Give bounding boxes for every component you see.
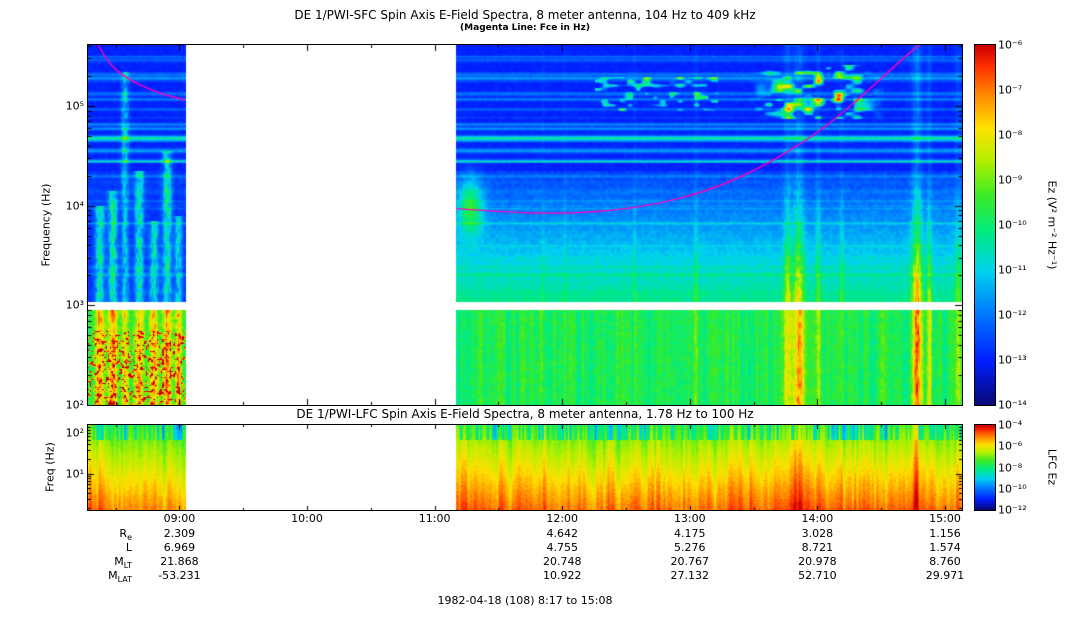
- sfc-colorbar-label: Ez (V² m⁻² Hz⁻¹): [1045, 180, 1059, 270]
- sfc-colorbar-tick-label: 10⁻⁷: [998, 83, 1023, 97]
- lfc-spectrogram-panel: [87, 424, 963, 511]
- sfc-title: DE 1/PWI-SFC Spin Axis E-Field Spectra, …: [294, 8, 756, 22]
- ephemeris-value: 6.969: [163, 541, 196, 554]
- ephemeris-value: 52.710: [798, 569, 837, 582]
- ephemeris-value: 2.309: [163, 527, 196, 540]
- x-axis-tick-label: 15:00: [929, 512, 961, 525]
- lfc-colorbar-tick-label: 10⁻¹²: [998, 503, 1027, 517]
- lfc-y-tick-label: 10¹: [65, 467, 84, 481]
- sfc-y-axis-label: Frequency (Hz): [39, 183, 53, 267]
- ephemeris-value: 20.748: [542, 555, 582, 568]
- lfc-colorbar-tick-label: 10⁻⁶: [998, 439, 1023, 453]
- ephemeris-value: 1.574: [929, 541, 961, 554]
- lfc-colorbar-tick-label: 10⁻¹⁰: [998, 482, 1027, 496]
- ephemeris-value: 3.028: [801, 527, 834, 540]
- lfc-title: DE 1/PWI-LFC Spin Axis E-Field Spectra, …: [296, 407, 754, 421]
- lfc-colorbar-tick-label: 10⁻⁴: [998, 418, 1023, 432]
- ephemeris-value: 4.642: [546, 527, 578, 540]
- ephemeris-row-label: Re: [119, 527, 132, 543]
- ephemeris-value: 4.755: [546, 541, 578, 554]
- x-axis-tick-label: 11:00: [418, 512, 451, 525]
- ephemeris-value: 21.868: [160, 555, 199, 568]
- sfc-colorbar-tick-label: 10⁻¹³: [998, 353, 1027, 367]
- x-axis-tick-label: 10:00: [291, 512, 323, 525]
- ephemeris-value: 4.175: [674, 527, 706, 540]
- ephemeris-value: 27.132: [670, 569, 710, 582]
- ephemeris-row-label: L: [125, 541, 132, 554]
- ephemeris-value: 8.721: [801, 541, 834, 554]
- lfc-colorbar: [974, 424, 996, 511]
- lfc-spectrogram-canvas: [88, 425, 962, 510]
- sfc-y-tick-label: 10⁴: [65, 199, 84, 213]
- date-range-caption: 1982-04-18 (108) 8:17 to 15:08: [437, 594, 613, 607]
- ephemeris-value: -53.231: [158, 569, 201, 582]
- ephemeris-row-label: MLAT: [108, 569, 132, 585]
- ephemeris-value: 5.276: [674, 541, 706, 554]
- ephemeris-value: 29.971: [925, 569, 965, 582]
- sfc-colorbar-tick-label: 10⁻⁶: [998, 38, 1023, 52]
- x-axis-tick-label: 09:00: [163, 512, 196, 525]
- sfc-y-tick-label: 10⁵: [65, 99, 84, 113]
- lfc-colorbar-label: LFC Ez: [1045, 448, 1059, 486]
- sfc-colorbar-tick-label: 10⁻¹⁰: [998, 218, 1027, 232]
- sfc-y-tick-label: 10²: [65, 398, 84, 412]
- sfc-y-tick-label: 10³: [65, 298, 84, 312]
- sfc-spectrogram-canvas: [88, 45, 962, 405]
- sfc-colorbar-tick-label: 10⁻¹⁴: [998, 398, 1027, 412]
- ephemeris-value: 1.156: [929, 527, 961, 540]
- sfc-spectrogram-panel: [87, 44, 963, 406]
- sfc-colorbar-canvas: [975, 45, 995, 405]
- lfc-colorbar-tick-label: 10⁻⁸: [998, 461, 1023, 474]
- sfc-colorbar-tick-label: 10⁻⁹: [998, 173, 1023, 187]
- sfc-colorbar: [974, 44, 996, 406]
- x-axis-tick-label: 12:00: [546, 512, 579, 525]
- sfc-subtitle: (Magenta Line: Fce in Hz): [460, 23, 590, 33]
- ephemeris-value: 20.767: [670, 555, 710, 568]
- lfc-y-tick-label: 10²: [65, 426, 84, 440]
- ephemeris-value: 8.760: [929, 555, 961, 568]
- ephemeris-value: 10.922: [542, 569, 582, 582]
- x-axis-tick-label: 13:00: [673, 512, 706, 525]
- lfc-colorbar-canvas: [975, 425, 995, 510]
- sfc-colorbar-tick-label: 10⁻¹¹: [998, 263, 1027, 277]
- ephemeris-value: 20.978: [798, 555, 837, 568]
- sfc-colorbar-tick-label: 10⁻¹²: [998, 308, 1027, 322]
- x-axis-tick-label: 14:00: [801, 512, 834, 525]
- ephemeris-row-label: MLT: [114, 555, 132, 571]
- sfc-colorbar-tick-label: 10⁻⁸: [998, 128, 1023, 142]
